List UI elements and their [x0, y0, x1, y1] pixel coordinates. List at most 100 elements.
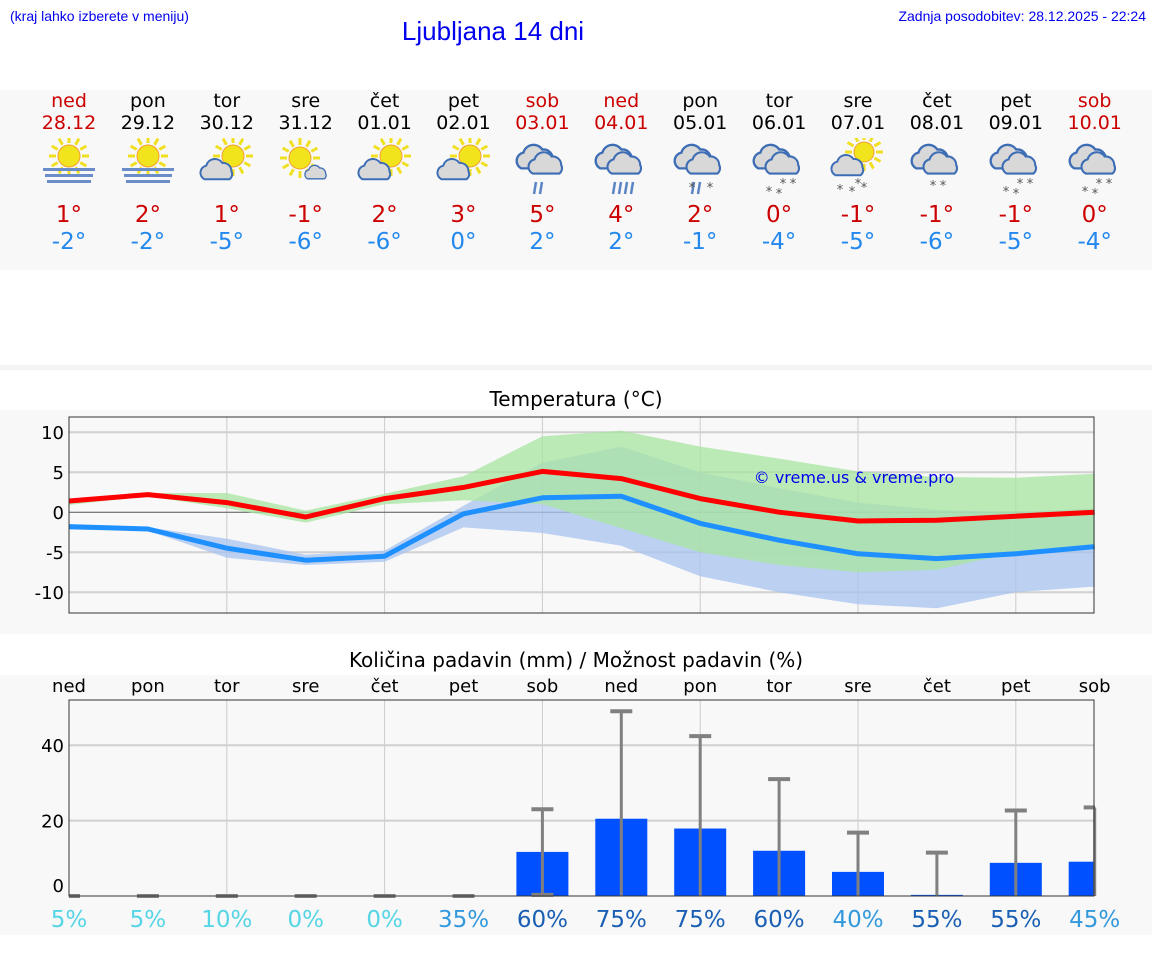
partly-cloudy-icon [435, 138, 490, 181]
day-name: ned [603, 90, 640, 112]
min-temperature: -4° [1077, 229, 1112, 255]
precipitation-probability: 40% [832, 907, 883, 933]
day-forecast: tor 06.01 * * * * 0° -4° [740, 90, 818, 256]
day-date: 31.12 [278, 112, 333, 134]
day-label: pet [1001, 676, 1031, 697]
day-date: 08.01 [909, 112, 965, 134]
precipitation-chart: ned pon tor sre čet pet sob ned pon tor sre čet pet s… [41, 676, 1120, 933]
fog-icon [43, 168, 95, 183]
svg-text:*: * [1091, 187, 1098, 198]
sun-icon [449, 138, 490, 176]
svg-text:*: * [940, 179, 947, 194]
day-date: 28.12 [41, 112, 97, 134]
max-temperature: 2° [371, 202, 398, 228]
day-forecast: sob 10.01 * * * * 0° -4° [1056, 90, 1134, 256]
last-updated: Zadnja posodobitev: 28.12.2025 - 22:24 [898, 8, 1146, 24]
svg-text:*: * [707, 181, 714, 196]
day-label: čet [923, 676, 951, 697]
day-name: čet [369, 90, 400, 112]
cloud-light-rain-icon [515, 143, 564, 195]
max-temperature: 0° [1081, 202, 1108, 228]
min-temperature: -4° [761, 229, 797, 255]
mostly-sunny-icon [279, 138, 327, 180]
y-tick-label: -5 [46, 543, 64, 564]
day-name: sob [525, 90, 560, 112]
svg-text:*: * [855, 177, 862, 192]
svg-text:*: * [1105, 177, 1112, 192]
min-temperature: 2° [529, 229, 556, 255]
day-forecast: čet 01.01 2° -6° [346, 90, 424, 256]
y-tick-label: 10 [41, 423, 64, 444]
day-name: sre [843, 90, 873, 112]
day-label: tor [214, 676, 240, 697]
day-forecast: ned 04.01 4° 2° [582, 90, 660, 256]
day-label: čet [371, 676, 399, 697]
max-temperature-band [69, 430, 1095, 573]
precipitation-chart-panel: ned pon tor sre čet pet sob ned pon tor sre čet pet s… [0, 675, 1152, 935]
cloud-icon [1001, 151, 1037, 175]
day-label: pon [683, 676, 717, 697]
day-date: 03.01 [515, 112, 570, 134]
snow-icon: **** [837, 177, 868, 198]
cloud-snow-icon: ** ** [989, 143, 1037, 198]
day-forecast: čet 08.01 * * -1° -6° [898, 90, 976, 256]
day-date: 07.01 [830, 112, 886, 134]
day-label: sob [1079, 676, 1111, 697]
min-temperature: -5° [840, 229, 876, 255]
day-name: čet [922, 90, 952, 112]
svg-text:*: * [1003, 185, 1010, 198]
daily-forecast-strip: ned 28.12 1° -2° pon 29.12 2° -2° tor 30.1… [0, 90, 1152, 270]
plot-frame [68, 416, 1095, 614]
max-temperature-line [68, 468, 1095, 524]
svg-text:*: * [790, 177, 797, 192]
partly-cloudy-icon [199, 138, 253, 181]
day-name: tor [213, 90, 241, 112]
min-temperature: 0° [450, 229, 477, 255]
precipitation-probability: 55% [911, 907, 962, 933]
day-date: 10.01 [1067, 112, 1122, 134]
cloud-rain-icon [594, 143, 643, 195]
rain-icon [533, 181, 544, 195]
day-forecast: ned 28.12 1° -2° [30, 90, 108, 256]
day-name: sre [291, 90, 321, 112]
max-temperature: 2° [134, 202, 161, 228]
cloud-icon [685, 151, 722, 175]
snow-icon: **** [766, 177, 797, 198]
min-temperature: -2° [130, 229, 166, 255]
min-temperature: -1° [682, 229, 718, 255]
y-tick-label: 20 [41, 812, 64, 833]
y-tick-label: 40 [41, 736, 64, 757]
divider [0, 365, 1152, 370]
day-name: ned [51, 90, 87, 112]
snow-icon: **** [1081, 177, 1112, 198]
rain-icon [612, 181, 635, 195]
plot-area [69, 700, 1094, 896]
svg-text:*: * [780, 177, 787, 192]
snow-icon: * * [689, 181, 714, 196]
precipitation-probability: 75% [596, 907, 647, 933]
day-label: sob [526, 676, 558, 697]
day-name: pet [1000, 90, 1032, 112]
page-title: Ljubljana 14 dni [401, 16, 585, 46]
svg-text:*: * [766, 185, 773, 198]
svg-text:*: * [1017, 177, 1024, 192]
day-date: 04.01 [594, 112, 649, 134]
max-temperature: -1° [288, 202, 323, 228]
sun-icon [127, 138, 168, 176]
day-label: pet [449, 676, 479, 697]
rain-icon [690, 181, 702, 195]
day-label: tor [766, 676, 792, 697]
min-temperature: -6° [288, 229, 323, 255]
min-temperature: -6° [367, 229, 402, 255]
cloud-icon [199, 158, 233, 181]
day-forecast: sre 07.01 * * * * -1° -5° [819, 90, 897, 256]
day-date: 05.01 [672, 112, 728, 134]
day-forecast: pon 05.01 * * 2° -1° [661, 90, 739, 256]
day-label: sre [844, 676, 871, 697]
svg-text:*: * [1013, 187, 1020, 198]
temperature-chart: -10 -5 0 5 10 © vreme.us & vreme.pro [35, 416, 1095, 614]
cloud-icon [435, 158, 470, 181]
day-date: 30.12 [199, 112, 254, 134]
min-temperature: 2° [608, 229, 635, 255]
cloud-snow-icon: ** ** [1068, 143, 1116, 198]
